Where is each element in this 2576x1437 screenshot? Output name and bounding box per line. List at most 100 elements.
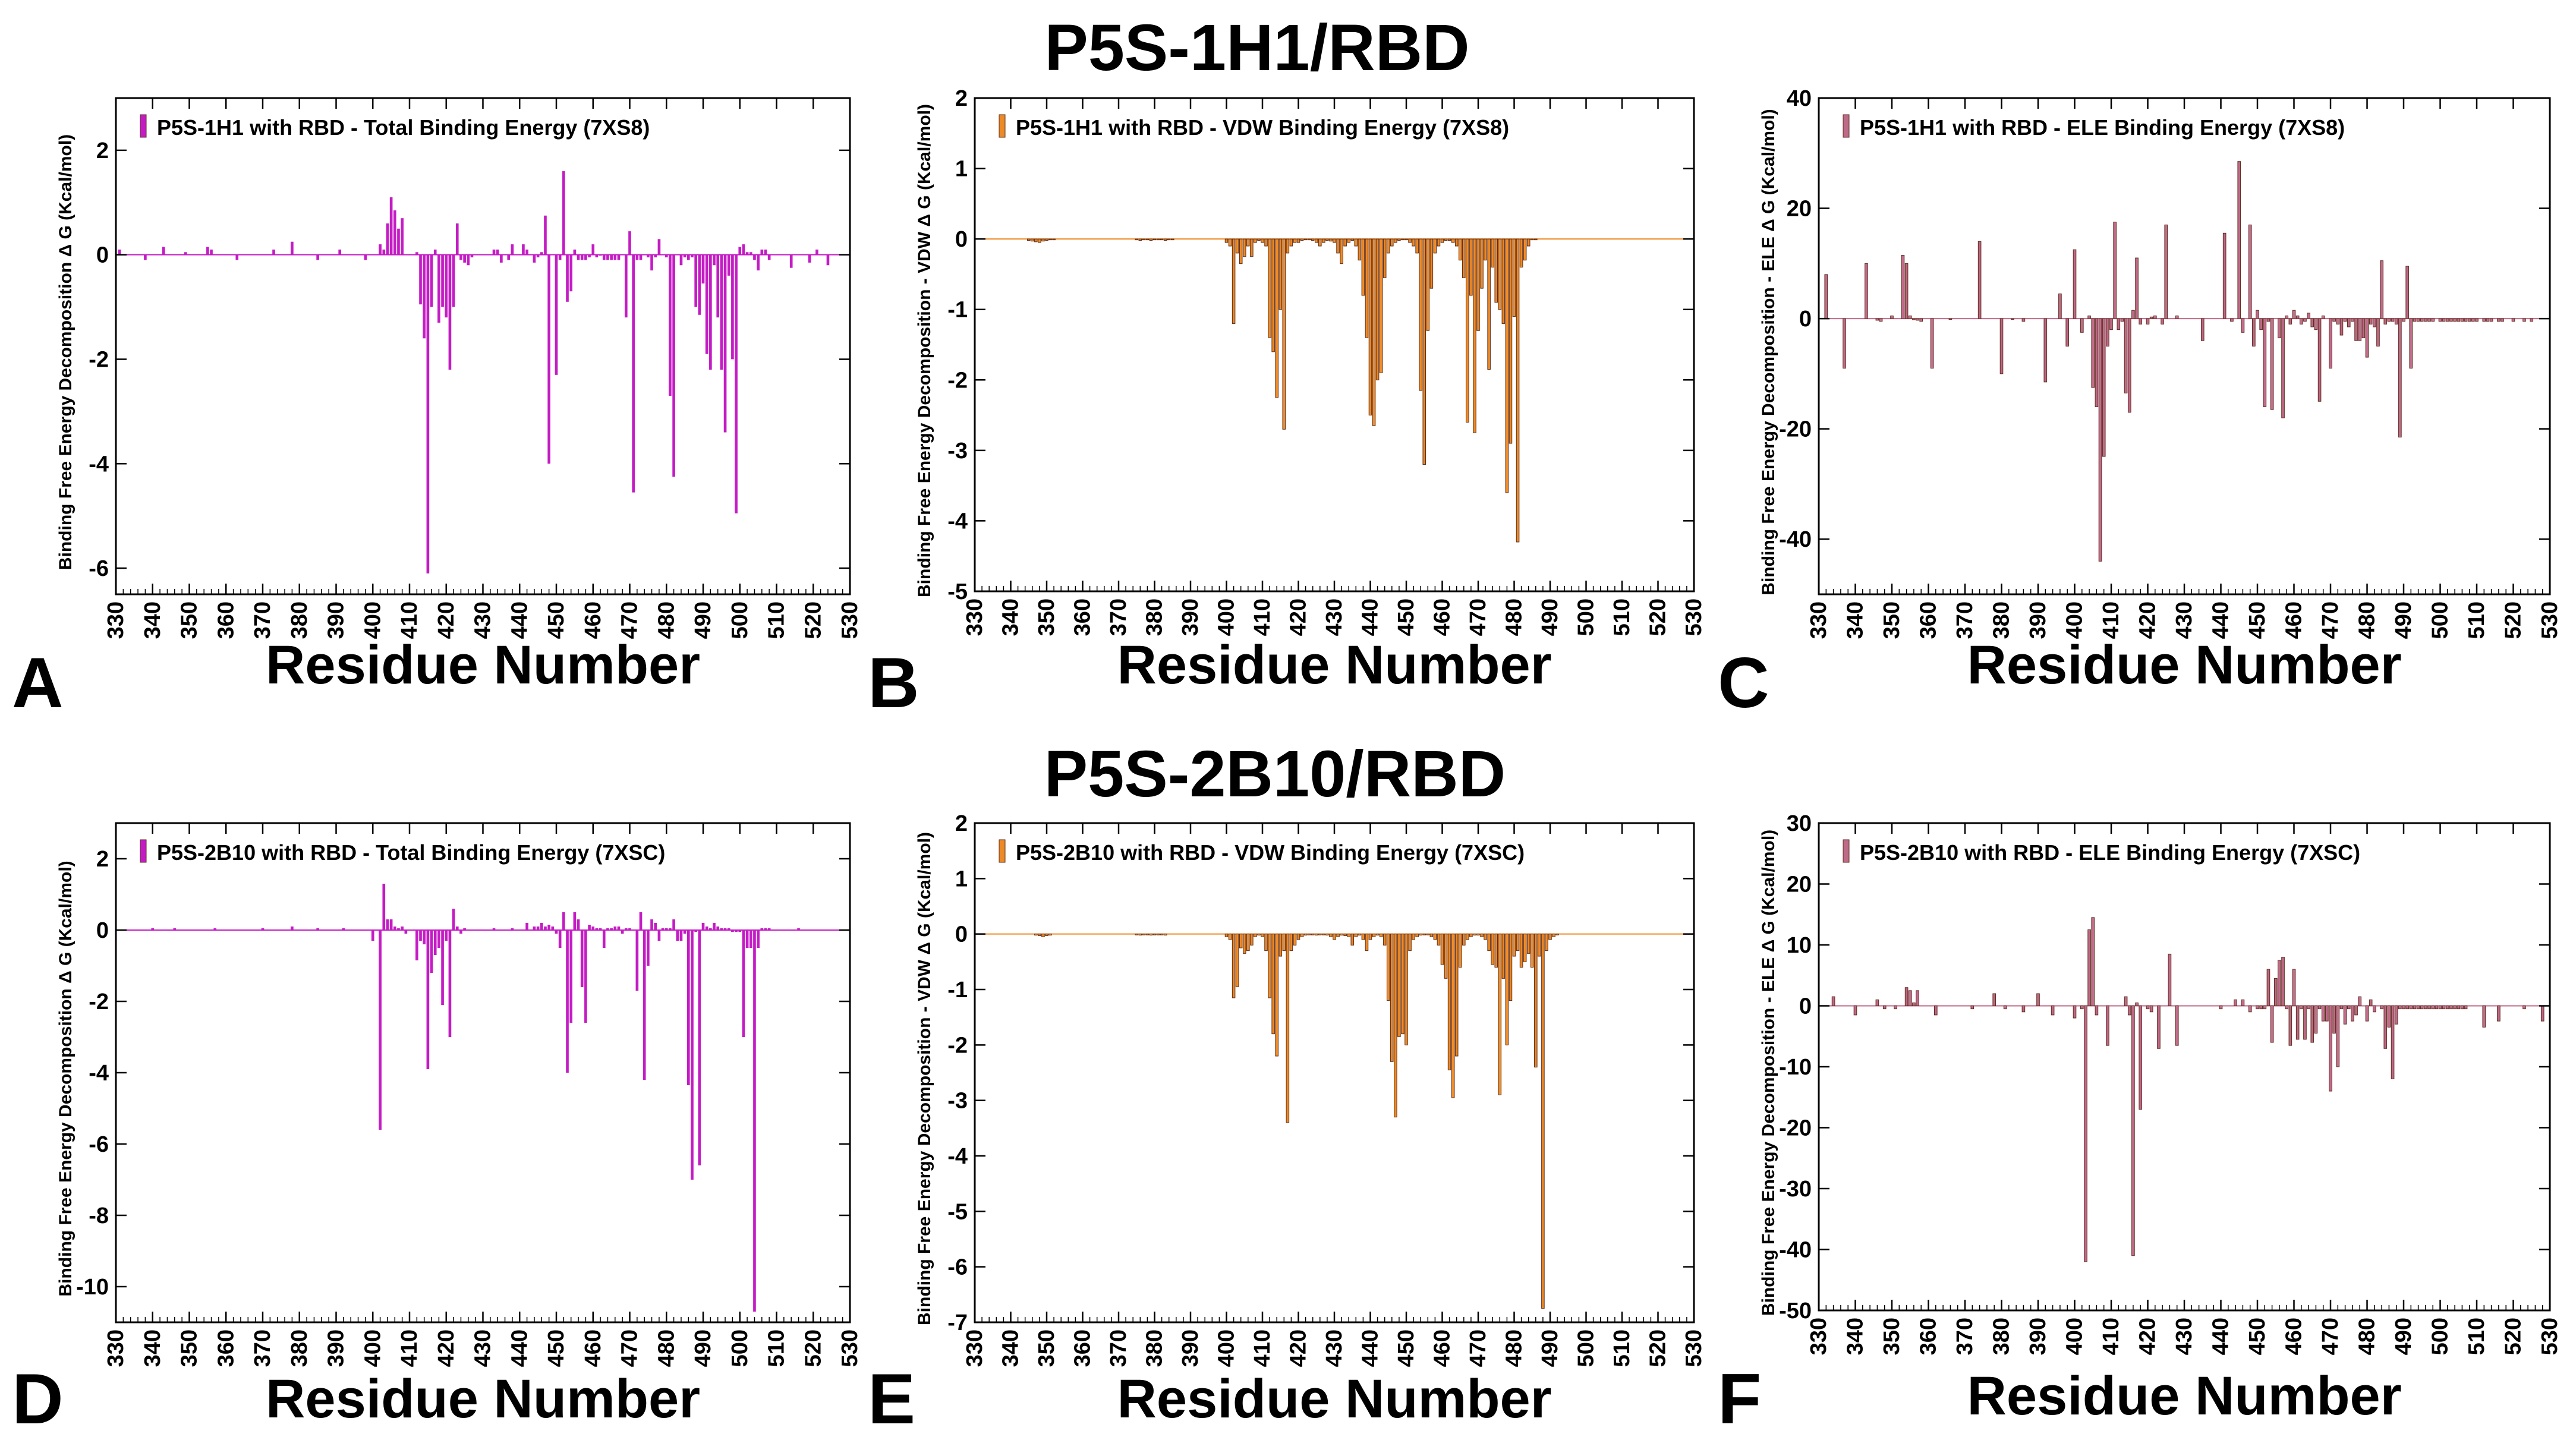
bar — [371, 930, 374, 941]
x-tick-label: 490 — [691, 1329, 716, 1367]
bar — [720, 254, 723, 370]
bar — [1264, 934, 1268, 951]
x-tick-label: 410 — [397, 601, 422, 639]
y-axis-label: Binding Free Energy Decomposition Δ G (K… — [56, 134, 75, 570]
bar — [1361, 934, 1365, 940]
x-tick-label: 350 — [1034, 1329, 1059, 1367]
y-tick-label: 0 — [1799, 307, 1812, 332]
bar — [1545, 934, 1548, 951]
bar — [1336, 934, 1340, 937]
bar — [291, 927, 294, 930]
bar — [610, 928, 613, 930]
x-tick-label: 360 — [1070, 598, 1095, 636]
bar — [599, 254, 602, 256]
bar — [2120, 318, 2124, 322]
chart-panel-d: 330 340 350 360 370 380 390 400 410 420 430 440 450 4… — [12, 822, 862, 1437]
bar — [1325, 238, 1329, 241]
bar — [1408, 238, 1412, 243]
bar — [647, 254, 650, 258]
bar — [566, 930, 569, 1073]
bar — [2413, 1006, 2417, 1010]
bar — [588, 925, 591, 930]
bar — [463, 254, 466, 263]
x-tick-label: 430 — [1322, 598, 1347, 636]
bar — [2164, 224, 2168, 319]
bar — [2299, 318, 2303, 324]
bar — [1494, 238, 1498, 303]
y-tick-label: -10 — [76, 1275, 109, 1300]
bar — [291, 241, 294, 255]
x-tick-label: 360 — [1916, 1318, 1941, 1355]
bar — [1156, 934, 1160, 935]
x-tick-label: 330 — [103, 1329, 128, 1367]
bar — [1041, 934, 1045, 937]
panel-letter: F — [1718, 1359, 1761, 1437]
bar-series — [1026, 238, 1538, 543]
bar — [1307, 238, 1311, 241]
x-tick-label: 430 — [471, 1329, 496, 1367]
bar — [397, 928, 400, 930]
bar — [426, 930, 430, 1069]
y-tick-label: -7 — [947, 1310, 968, 1335]
x-tick-label: 450 — [1394, 1329, 1419, 1367]
bar — [2175, 1006, 2179, 1046]
bar — [2270, 1006, 2274, 1043]
bar — [2270, 318, 2274, 410]
legend-label: P5S-2B10 with RBD - VDW Binding Energy (… — [1016, 840, 1525, 865]
x-tick-label: 520 — [801, 1329, 826, 1367]
y-tick-label: 2 — [96, 847, 109, 872]
bar — [426, 254, 430, 573]
bar — [118, 249, 121, 255]
bar — [511, 928, 514, 930]
bar — [441, 254, 444, 307]
bar — [1401, 934, 1404, 1035]
bar — [445, 930, 448, 941]
bar — [1476, 934, 1480, 936]
x-tick-label: 510 — [764, 601, 789, 639]
bar — [2431, 318, 2435, 322]
y-tick-label: 1 — [955, 157, 968, 182]
bar — [745, 930, 749, 948]
bar — [815, 249, 818, 255]
bar — [1257, 934, 1261, 936]
bar — [1466, 238, 1469, 423]
bar — [2278, 318, 2281, 339]
y-tick-label: 0 — [955, 227, 968, 252]
bar — [701, 254, 705, 284]
bar — [1368, 934, 1372, 940]
bar — [1372, 238, 1376, 426]
bar — [522, 244, 525, 255]
bar — [1278, 238, 1283, 310]
bar — [683, 254, 686, 258]
bar — [492, 249, 496, 255]
x-tick-label: 530 — [2537, 1318, 2562, 1355]
bar — [213, 928, 217, 930]
x-tick-label: 530 — [1681, 598, 1706, 636]
bar — [1509, 238, 1513, 444]
bar — [1505, 238, 1509, 493]
bar — [1516, 238, 1520, 543]
bar — [1555, 934, 1559, 935]
bar — [1261, 934, 1264, 937]
bar — [1429, 934, 1434, 937]
y-axis-label: Binding Free Energy Decomposition - VDW … — [915, 104, 934, 597]
x-tick-label: 500 — [728, 1329, 752, 1367]
x-tick-label: 500 — [1574, 598, 1599, 636]
bar — [2460, 318, 2464, 322]
bar — [753, 254, 756, 260]
bar — [1239, 238, 1243, 264]
bar — [1977, 241, 1982, 319]
bar — [1286, 238, 1290, 254]
bar — [1912, 318, 1916, 320]
bar — [2102, 318, 2106, 457]
x-tick-label: 370 — [250, 601, 275, 639]
bar — [455, 223, 459, 255]
bar — [1487, 238, 1491, 370]
bar — [544, 215, 547, 255]
bar — [595, 928, 599, 930]
bar — [2427, 318, 2431, 322]
bar — [2442, 1006, 2446, 1010]
bar — [1933, 1006, 1938, 1016]
bar — [2124, 996, 2128, 1006]
x-tick-label: 370 — [1953, 601, 1977, 639]
